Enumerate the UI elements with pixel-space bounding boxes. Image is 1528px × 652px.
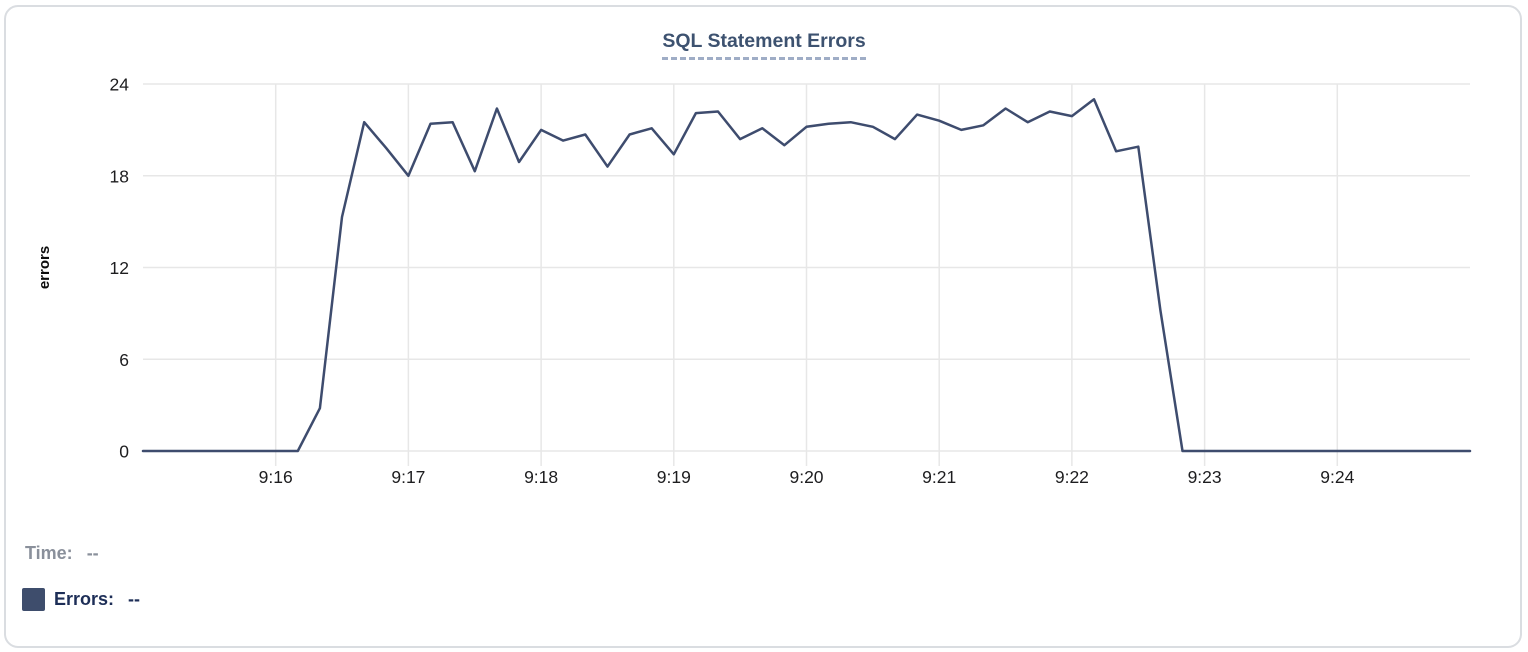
svg-text:9:22: 9:22 [1055,467,1089,487]
legend-time-label: Time: [25,543,73,563]
svg-text:9:21: 9:21 [922,467,956,487]
errors-line-chart[interactable]: 0 6 12 18 24 9:16 9:17 9:18 9:19 9:20 9:21 9:22 9:23… [0,0,1528,505]
chart-title[interactable]: SQL Statement Errors [662,30,866,60]
svg-text:24: 24 [110,75,130,95]
svg-text:9:17: 9:17 [391,467,425,487]
legend-errors-row: Errors: -- [22,588,140,611]
svg-text:9:20: 9:20 [789,467,823,487]
legend-errors-value: -- [128,589,141,609]
chart-card [4,5,1522,648]
errors-series-swatch-icon [22,588,45,611]
svg-text:errors: errors [36,246,53,289]
svg-text:9:19: 9:19 [657,467,691,487]
svg-text:9:18: 9:18 [524,467,558,487]
svg-text:6: 6 [119,350,129,370]
legend-errors-label: Errors: [54,589,115,609]
svg-text:18: 18 [110,166,129,186]
legend-time-row: Time: -- [25,543,99,564]
svg-text:9:23: 9:23 [1188,467,1222,487]
svg-text:9:16: 9:16 [259,467,293,487]
svg-text:9:24: 9:24 [1320,467,1354,487]
chart-header: SQL Statement Errors [0,30,1528,60]
svg-text:0: 0 [119,442,129,462]
legend-time-value: -- [86,543,99,563]
svg-text:12: 12 [110,258,129,278]
